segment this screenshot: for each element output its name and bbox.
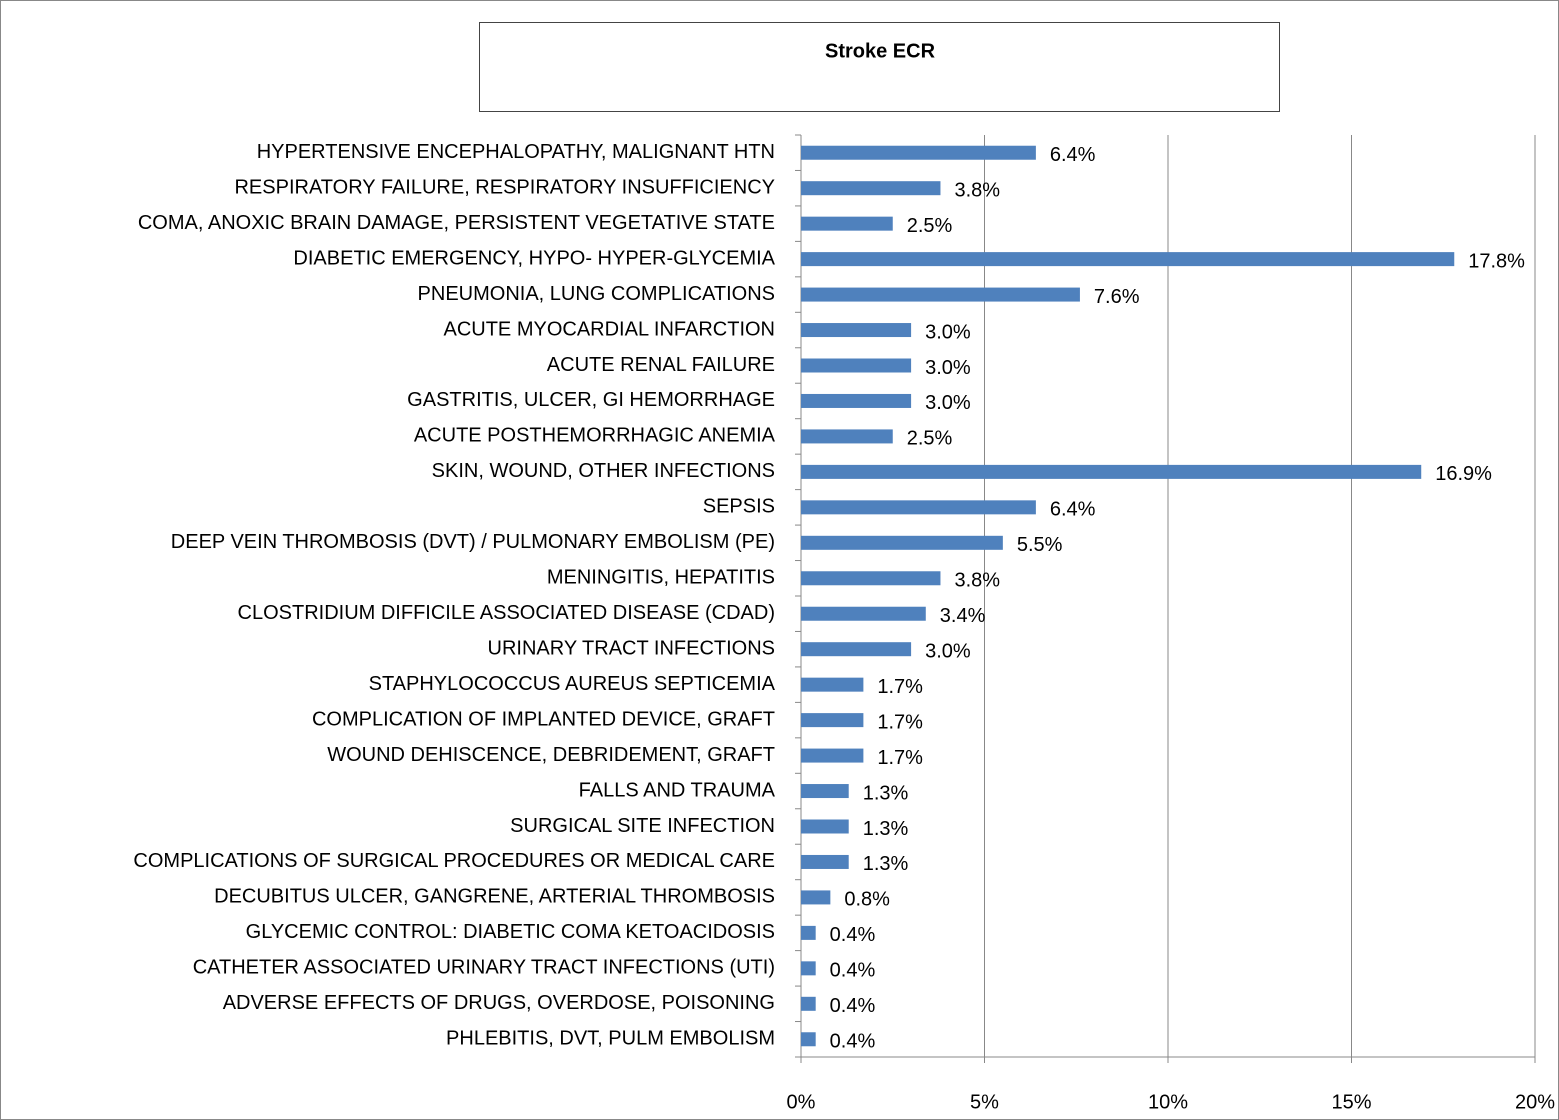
value-label: 2.5% <box>907 215 953 237</box>
bar <box>801 748 864 763</box>
y-tick-label: SURGICAL SITE INFECTION <box>510 815 775 837</box>
value-label: 1.3% <box>863 853 909 875</box>
bar <box>801 216 893 231</box>
bar <box>801 252 1455 267</box>
value-label: 0.8% <box>844 889 890 911</box>
y-tick-label: MENINGITIS, HEPATITIS <box>547 567 775 589</box>
bar <box>801 429 893 444</box>
bar <box>801 358 912 373</box>
y-tick-label: GLYCEMIC CONTROL: DIABETIC COMA KETOACID… <box>246 921 775 943</box>
bar <box>801 571 941 586</box>
value-label: 3.4% <box>940 605 986 627</box>
y-tick-label: COMA, ANOXIC BRAIN DAMAGE, PERSISTENT VE… <box>138 212 775 234</box>
y-tick-label: WOUND DEHISCENCE, DEBRIDEMENT, GRAFT <box>327 744 775 766</box>
y-tick-label: ADVERSE EFFECTS OF DRUGS, OVERDOSE, POIS… <box>223 992 775 1014</box>
value-label: 3.0% <box>925 392 971 414</box>
bar <box>801 393 912 408</box>
bar <box>801 996 816 1011</box>
y-tick-label: CATHETER ASSOCIATED URINARY TRACT INFECT… <box>193 957 775 979</box>
value-label: 7.6% <box>1094 286 1140 308</box>
value-label: 0.4% <box>830 995 876 1017</box>
bar <box>801 323 912 338</box>
bar <box>801 961 816 976</box>
value-label: 3.0% <box>925 640 971 662</box>
value-label: 16.9% <box>1435 463 1492 485</box>
x-tick-label: 0% <box>787 1091 816 1113</box>
y-tick-label: ACUTE RENAL FAILURE <box>547 354 775 376</box>
y-tick-label: GASTRITIS, ULCER, GI HEMORRHAGE <box>407 389 775 411</box>
x-tick-label: 10% <box>1148 1091 1188 1113</box>
y-tick-label: CLOSTRIDIUM DIFFICILE ASSOCIATED DISEASE… <box>238 602 775 624</box>
chart-title: Stroke ECR <box>825 40 936 62</box>
y-tick-label: SEPSIS <box>703 496 775 518</box>
bar <box>801 854 849 869</box>
bar <box>801 181 941 196</box>
y-tick-label: PHLEBITIS, DVT, PULM EMBOLISM <box>446 1028 775 1050</box>
value-label: 3.8% <box>954 570 1000 592</box>
value-label: 0.4% <box>830 924 876 946</box>
bar <box>801 713 864 728</box>
bar <box>801 890 831 905</box>
bar <box>801 819 849 834</box>
value-label: 17.8% <box>1468 250 1525 272</box>
bar <box>801 535 1003 550</box>
bar <box>801 500 1036 515</box>
value-label: 0.4% <box>830 1031 876 1053</box>
bar <box>801 464 1422 479</box>
y-tick-label: PNEUMONIA, LUNG COMPLICATIONS <box>418 283 775 305</box>
y-tick-label: FALLS AND TRAUMA <box>579 779 776 801</box>
value-label: 1.3% <box>863 782 909 804</box>
value-label: 2.5% <box>907 428 953 450</box>
y-tick-label: DEEP VEIN THROMBOSIS (DVT) / PULMONARY E… <box>171 531 775 553</box>
x-tick-label: 20% <box>1515 1091 1555 1113</box>
y-tick-label: DECUBITUS ULCER, GANGRENE, ARTERIAL THRO… <box>214 886 775 908</box>
bar <box>801 642 912 657</box>
bar <box>801 145 1036 160</box>
value-label: 3.8% <box>954 179 1000 201</box>
y-tick-label: STAPHYLOCOCCUS AUREUS SEPTICEMIA <box>369 673 776 695</box>
bar <box>801 784 849 799</box>
y-tick-label: URINARY TRACT INFECTIONS <box>488 637 775 659</box>
y-tick-label: SKIN, WOUND, OTHER INFECTIONS <box>432 460 775 482</box>
y-tick-label: HYPERTENSIVE ENCEPHALOPATHY, MALIGNANT H… <box>257 141 775 163</box>
value-label: 5.5% <box>1017 534 1063 556</box>
value-label: 1.7% <box>877 747 923 769</box>
bar <box>801 1032 816 1047</box>
y-tick-label: COMPLICATION OF IMPLANTED DEVICE, GRAFT <box>312 708 775 730</box>
bar <box>801 677 864 692</box>
x-tick-label: 5% <box>970 1091 999 1113</box>
value-label: 6.4% <box>1050 499 1096 521</box>
bar <box>801 925 816 940</box>
value-label: 1.7% <box>877 711 923 733</box>
bar <box>801 287 1080 302</box>
y-tick-label: ACUTE POSTHEMORRHAGIC ANEMIA <box>414 425 776 447</box>
y-tick-label: COMPLICATIONS OF SURGICAL PROCEDURES OR … <box>133 850 775 872</box>
value-label: 0.4% <box>830 960 876 982</box>
title-box <box>479 22 1280 112</box>
value-label: 1.3% <box>863 818 909 840</box>
value-label: 1.7% <box>877 676 923 698</box>
value-label: 3.0% <box>925 357 971 379</box>
y-tick-label: RESPIRATORY FAILURE, RESPIRATORY INSUFFI… <box>234 176 775 198</box>
x-tick-label: 15% <box>1331 1091 1371 1113</box>
y-tick-label: DIABETIC EMERGENCY, HYPO- HYPER-GLYCEMIA <box>293 247 775 269</box>
y-tick-label: ACUTE MYOCARDIAL INFARCTION <box>443 318 775 340</box>
value-label: 6.4% <box>1050 144 1096 166</box>
bar <box>801 606 926 621</box>
value-label: 3.0% <box>925 321 971 343</box>
